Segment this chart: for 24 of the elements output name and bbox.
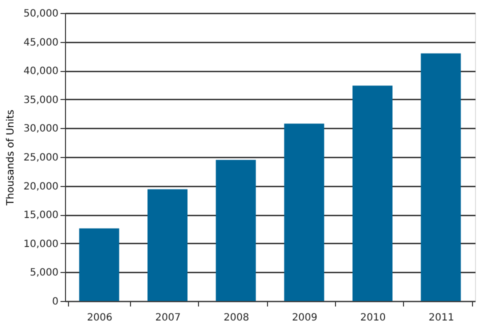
y-tick-label: 50,000 — [24, 8, 58, 20]
x-tick-label: 2009 — [292, 312, 318, 324]
bar — [352, 86, 392, 301]
y-tick-label: 10,000 — [24, 238, 58, 250]
x-tick-label: 2006 — [86, 312, 112, 324]
x-tick-label: 2011 — [428, 312, 454, 324]
y-tick-label: 15,000 — [24, 210, 58, 222]
y-tick-label: 0 — [52, 296, 58, 308]
y-tick-label: 5,000 — [30, 268, 58, 279]
x-tick-label: 2010 — [360, 312, 386, 324]
bar — [216, 160, 256, 301]
x-tick-label: 2008 — [224, 312, 250, 324]
y-tick-label: 40,000 — [24, 66, 58, 78]
y-tick-label: 45,000 — [24, 37, 58, 48]
y-tick-label: 30,000 — [24, 124, 58, 135]
bar — [420, 53, 461, 301]
y-tick-label: 35,000 — [24, 94, 58, 106]
x-tick-label: 2007 — [155, 312, 181, 324]
bar — [284, 124, 324, 301]
y-tick-label: 25,000 — [24, 152, 58, 164]
y-axis-title: Thousands of Units — [6, 110, 17, 206]
bar — [79, 228, 120, 301]
bar — [148, 189, 188, 301]
y-tick-label: 20,000 — [24, 181, 58, 192]
